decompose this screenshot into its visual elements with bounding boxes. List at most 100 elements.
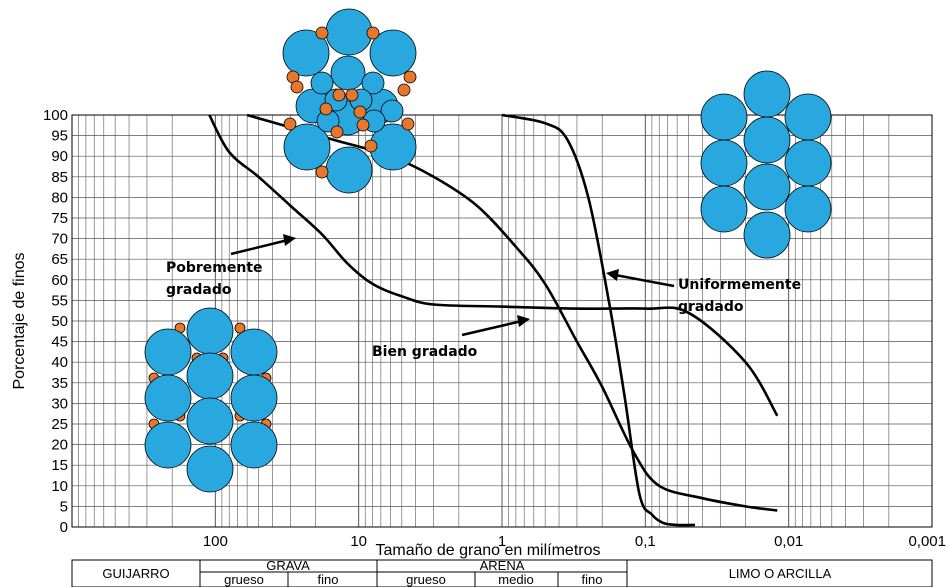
- y-tick-label: 85: [51, 169, 68, 186]
- y-tick-label: 70: [51, 231, 68, 248]
- large-grain: [325, 8, 373, 56]
- soil-arena-medio: medio: [498, 572, 533, 587]
- y-tick-label: 100: [43, 107, 68, 124]
- soil-arena-fino: fino: [582, 572, 603, 587]
- large-grain: [330, 55, 366, 91]
- cluster-well-graded: [282, 8, 417, 194]
- soil-arena: ARENA: [480, 558, 525, 573]
- small-grain: [356, 118, 370, 132]
- large-grain: [743, 70, 791, 118]
- soil-limo-arcilla: LIMO O ARCILLA: [729, 566, 832, 581]
- y-tick-label: 5: [60, 498, 68, 515]
- y-tick-label: 35: [51, 375, 68, 392]
- y-tick-label: 75: [51, 210, 68, 227]
- y-tick-label: 0: [60, 519, 68, 536]
- y-tick-label: 50: [51, 313, 68, 330]
- y-tick-label: 80: [51, 189, 68, 206]
- x-tick-label: 0,001: [908, 533, 946, 550]
- large-grain: [369, 29, 417, 77]
- y-tick-label: 60: [51, 272, 68, 289]
- y-tick-label: 65: [51, 251, 68, 268]
- small-grain: [315, 26, 329, 40]
- label-bien-gradado: Bien gradado: [372, 344, 478, 360]
- arrow-pobre-head: [283, 234, 296, 246]
- small-grain: [319, 102, 333, 116]
- y-tick-label: 20: [51, 437, 68, 454]
- large-grain: [743, 211, 791, 259]
- annotations: Pobremente gradado Bien gradado Uniforme…: [166, 234, 801, 360]
- curve-bien: [246, 113, 778, 512]
- large-grain: [186, 352, 234, 400]
- large-grain: [380, 99, 404, 123]
- large-grain: [230, 328, 278, 376]
- large-grain: [784, 185, 832, 233]
- x-tick-label: 100: [203, 533, 228, 550]
- y-tick-label: 95: [51, 128, 68, 145]
- small-grain: [332, 88, 346, 102]
- large-grain: [743, 163, 791, 211]
- large-grain: [700, 185, 748, 233]
- y-tick-label: 25: [51, 416, 68, 433]
- small-grain: [397, 83, 411, 97]
- small-grain: [353, 105, 367, 119]
- large-grain: [743, 116, 791, 164]
- large-grain: [784, 93, 832, 141]
- large-grain: [144, 328, 192, 376]
- arrow-bien: [461, 319, 523, 337]
- small-grain: [403, 70, 417, 84]
- x-tick-labels: 100 10 1 0,1 0,01 0,001: [203, 533, 946, 550]
- soil-grava: GRAVA: [266, 558, 310, 573]
- large-grain: [144, 374, 192, 422]
- large-grain: [700, 93, 748, 141]
- large-grain: [230, 374, 278, 422]
- soil-classification-table: GUIJARRO GRAVA grueso fino ARENA grueso …: [71, 558, 933, 587]
- small-grain: [290, 80, 304, 94]
- large-grain: [784, 139, 832, 187]
- soil-grava-fino: fino: [318, 572, 339, 587]
- small-grain: [315, 165, 329, 179]
- x-tick-label: 0,1: [635, 533, 656, 550]
- y-tick-label: 40: [51, 354, 68, 371]
- label-pobremente: Pobremente: [166, 260, 263, 276]
- curves: [208, 113, 779, 527]
- large-grain: [310, 71, 334, 95]
- small-grain: [234, 322, 246, 334]
- small-grain: [366, 26, 380, 40]
- y-axis-title: Porcentaje de finos: [11, 253, 28, 390]
- soil-grava-grueso: grueso: [224, 572, 264, 587]
- y-tick-labels: 0 5 10 15 20 25 30 35 40 45 50 55 60 65 70 75 80 85 90 95 10…: [43, 107, 68, 536]
- large-grain: [186, 445, 234, 493]
- large-grain: [325, 146, 373, 194]
- small-grain: [345, 88, 359, 102]
- cluster-poorly-graded: [144, 307, 278, 493]
- cluster-uniformly-graded: [700, 70, 832, 259]
- grain-illustrations: [144, 8, 832, 493]
- large-grain: [283, 123, 331, 171]
- large-grain: [282, 29, 330, 77]
- small-grain: [401, 117, 415, 131]
- y-tick-label: 55: [51, 292, 68, 309]
- y-tick-label: 10: [51, 478, 68, 495]
- small-grain: [330, 125, 344, 139]
- x-tick-label: 1: [498, 533, 506, 550]
- x-tick-label: 10: [350, 533, 367, 550]
- soil-arena-grueso: grueso: [406, 572, 446, 587]
- large-grain: [144, 421, 192, 469]
- y-tick-label: 90: [51, 148, 68, 165]
- label-gradado-uniforme: gradado: [678, 299, 744, 315]
- soil-guijarro: GUIJARRO: [102, 566, 169, 581]
- large-grain: [700, 139, 748, 187]
- x-axis-title: Tamaño de grano en milímetros: [376, 542, 601, 559]
- large-grain: [186, 307, 234, 355]
- small-grain: [364, 139, 378, 153]
- arrow-bien-head: [517, 315, 530, 327]
- large-grain: [186, 397, 234, 445]
- label-uniformemente: Uniformemente: [678, 277, 801, 293]
- label-gradado-pobre: gradado: [166, 282, 232, 298]
- small-grain: [283, 117, 297, 131]
- arrow-uniforme-head: [606, 269, 619, 281]
- y-tick-label: 15: [51, 457, 68, 474]
- large-grain: [361, 71, 385, 95]
- y-tick-label: 45: [51, 334, 68, 351]
